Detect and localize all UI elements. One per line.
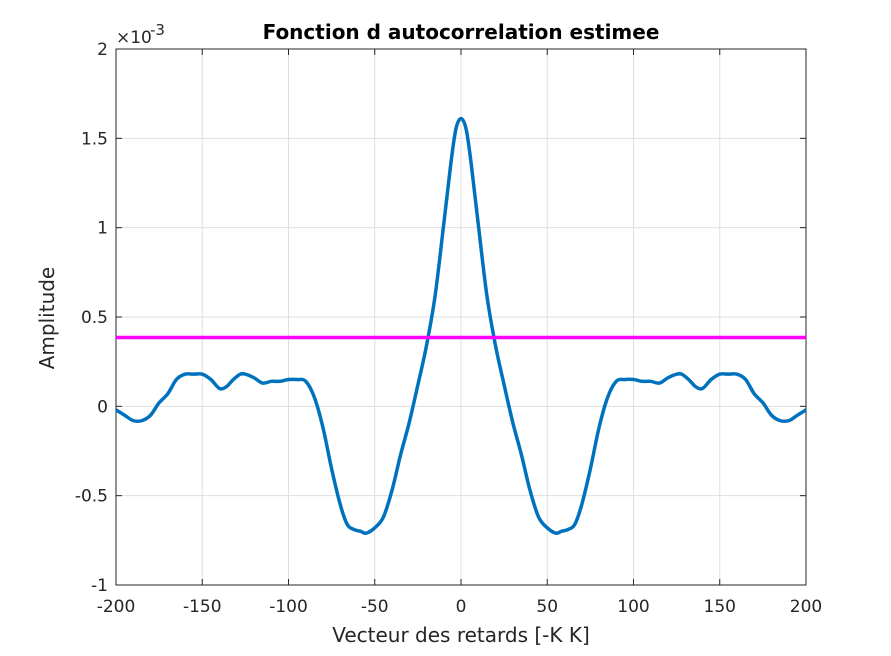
y-tick-label: -1 (91, 576, 108, 596)
x-tick-label: 0 (456, 597, 467, 617)
x-tick-label: 150 (704, 597, 736, 617)
x-tick-label: -50 (361, 597, 389, 617)
y-exponent-power: -3 (150, 21, 165, 39)
y-tick-label: -0.5 (75, 487, 108, 507)
x-tick-label: 200 (790, 597, 822, 617)
x-tick-label: -150 (183, 597, 222, 617)
y-axis-exponent: ×10 -3 (116, 21, 165, 48)
y-axis-label: Amplitude (35, 267, 59, 370)
y-exponent-base: ×10 (116, 28, 152, 48)
autocorrelation-curve (115, 116, 807, 536)
y-tick-label: 0 (97, 397, 108, 417)
chart-title: Fonction d autocorrelation estimee (263, 20, 660, 44)
y-tick-label: 0.5 (81, 308, 108, 328)
y-tick-label: 2 (97, 40, 108, 60)
x-tick-label: -100 (269, 597, 308, 617)
y-tick-label: 1.5 (81, 129, 108, 149)
x-tick-label: 100 (617, 597, 649, 617)
x-tick-labels: -200 -150 -100 -50 0 50 100 150 200 (97, 597, 823, 617)
grid (115, 48, 807, 586)
x-tick-label: 50 (536, 597, 558, 617)
y-tick-labels: -1 -0.5 0 0.5 1 1.5 2 (75, 40, 108, 596)
x-axis-label: Vecteur des retards [-K K] (332, 623, 590, 647)
ticks (115, 48, 807, 586)
x-tick-label: -200 (97, 597, 136, 617)
y-tick-label: 1 (97, 219, 108, 239)
series-group (115, 116, 807, 536)
